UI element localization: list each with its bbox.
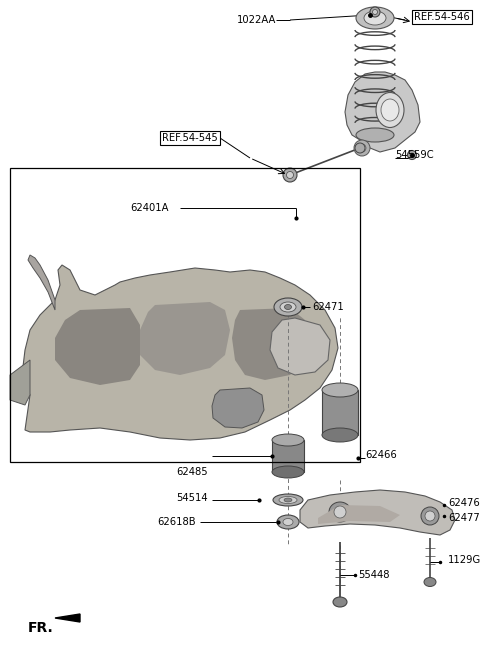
- Ellipse shape: [424, 577, 436, 586]
- Bar: [272, 440, 304, 472]
- Ellipse shape: [284, 498, 292, 502]
- Text: 62618B: 62618B: [157, 517, 196, 527]
- Ellipse shape: [425, 511, 435, 521]
- Text: 62401A: 62401A: [130, 203, 168, 213]
- Ellipse shape: [329, 502, 351, 522]
- Polygon shape: [55, 614, 80, 622]
- Text: 1129GD: 1129GD: [448, 555, 480, 565]
- Ellipse shape: [285, 304, 291, 310]
- Ellipse shape: [322, 428, 358, 442]
- Ellipse shape: [381, 99, 399, 121]
- Ellipse shape: [274, 298, 302, 316]
- Text: 62477: 62477: [448, 513, 480, 523]
- Ellipse shape: [356, 128, 394, 142]
- Ellipse shape: [421, 507, 439, 525]
- Polygon shape: [300, 490, 455, 535]
- Ellipse shape: [356, 7, 394, 29]
- Ellipse shape: [279, 497, 297, 504]
- Polygon shape: [22, 265, 338, 440]
- Ellipse shape: [408, 150, 417, 159]
- Ellipse shape: [322, 383, 358, 397]
- Text: FR.: FR.: [28, 621, 54, 635]
- Ellipse shape: [273, 494, 303, 506]
- Bar: [322, 390, 358, 435]
- Ellipse shape: [334, 506, 346, 518]
- Text: 62476: 62476: [448, 498, 480, 508]
- Text: REF.54-545: REF.54-545: [162, 133, 218, 143]
- Polygon shape: [10, 360, 30, 405]
- Text: 1022AA: 1022AA: [237, 15, 276, 25]
- Bar: [10, 168, 360, 462]
- Polygon shape: [55, 308, 140, 385]
- Text: 54514: 54514: [176, 493, 208, 503]
- Ellipse shape: [376, 92, 404, 127]
- Ellipse shape: [364, 11, 386, 25]
- Text: 54559C: 54559C: [395, 150, 433, 160]
- Ellipse shape: [410, 153, 414, 157]
- Ellipse shape: [287, 171, 293, 178]
- Polygon shape: [318, 505, 400, 524]
- Text: 62466: 62466: [365, 450, 397, 460]
- Ellipse shape: [283, 518, 293, 525]
- Polygon shape: [28, 255, 55, 310]
- Text: 62471: 62471: [312, 302, 344, 312]
- Ellipse shape: [355, 143, 365, 153]
- Text: REF.54-546: REF.54-546: [414, 12, 470, 22]
- Text: 62485: 62485: [176, 467, 208, 477]
- Ellipse shape: [272, 434, 304, 446]
- Ellipse shape: [272, 466, 304, 478]
- Ellipse shape: [280, 302, 296, 312]
- Ellipse shape: [372, 9, 377, 14]
- Ellipse shape: [283, 168, 297, 182]
- Polygon shape: [270, 318, 330, 375]
- Polygon shape: [212, 388, 264, 428]
- Ellipse shape: [333, 597, 347, 607]
- Ellipse shape: [358, 144, 366, 152]
- Ellipse shape: [370, 7, 380, 17]
- Polygon shape: [140, 302, 230, 375]
- Polygon shape: [232, 308, 310, 380]
- Text: 55448: 55448: [358, 570, 389, 580]
- Ellipse shape: [354, 140, 370, 156]
- Polygon shape: [345, 72, 420, 152]
- Ellipse shape: [277, 515, 299, 529]
